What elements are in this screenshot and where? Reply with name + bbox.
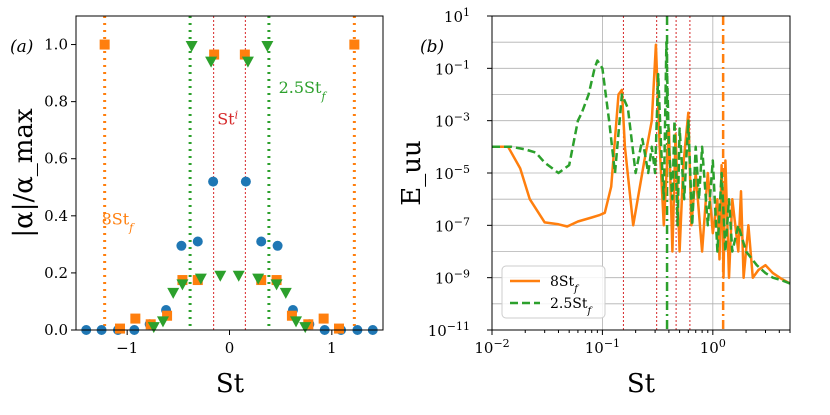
series-2-point xyxy=(156,316,169,328)
series-1-point xyxy=(192,275,203,286)
series-1-point xyxy=(130,313,141,324)
series-2-point xyxy=(270,279,283,291)
y-tick-label: 0.6 xyxy=(44,150,68,168)
y-tick-label: 10−7 xyxy=(435,215,470,236)
series-2-point xyxy=(185,40,198,52)
series-2-point xyxy=(167,287,180,299)
panel-a-annotations: 8Stf 2.5Stf Sti xyxy=(102,78,328,234)
series-0-point xyxy=(192,236,203,247)
legend-label-0: 8Stf xyxy=(550,274,580,295)
series-1-point xyxy=(333,323,344,334)
series-0-point xyxy=(208,176,219,187)
annotation-2: Sti xyxy=(217,108,238,128)
y-tick-label: 10−5 xyxy=(435,163,470,184)
panel-a-reference-lines xyxy=(103,16,356,330)
series-2-point xyxy=(232,270,245,282)
panel-b-label: (b) xyxy=(420,37,444,57)
series-2-point xyxy=(147,322,160,334)
y-tick-label: 1.0 xyxy=(44,36,68,54)
legend-label-1: 2.5Stf xyxy=(550,296,593,317)
legend-box xyxy=(501,265,606,319)
series-line-1 xyxy=(492,40,791,285)
x-tick-label: 100 xyxy=(700,337,726,358)
panel-a-label: (a) xyxy=(10,37,33,57)
series-1-point xyxy=(162,310,173,321)
y-tick-label: 0.2 xyxy=(44,264,68,282)
series-1-point xyxy=(115,323,126,334)
x-tick-label: 0 xyxy=(225,339,235,357)
series-2-point xyxy=(261,40,274,52)
panel-b-series-lines xyxy=(492,40,791,285)
series-0-point xyxy=(272,240,283,251)
annotation-1: 2.5Stf xyxy=(279,78,328,103)
series-2-point xyxy=(290,316,303,328)
y-tick-label: 10−9 xyxy=(435,267,470,288)
panel-a-x-axis-label: St xyxy=(216,369,245,399)
series-2-point xyxy=(252,273,265,285)
series-2-point xyxy=(194,273,207,285)
series-1-point xyxy=(349,39,360,50)
series-2-point xyxy=(241,56,254,68)
series-1-point xyxy=(239,49,250,60)
y-tick-label: 10−3 xyxy=(435,110,470,130)
panel-a-y-ticks: 0.0 0.2 0.4 0.6 0.8 1.0 xyxy=(44,36,76,339)
x-tick-label: 1 xyxy=(327,339,337,357)
series-2-point xyxy=(279,287,292,299)
series-2-point xyxy=(205,56,218,68)
panel-b-x-axis-label: St xyxy=(627,369,656,399)
series-2-point xyxy=(176,279,189,291)
series-2-point xyxy=(299,322,312,334)
panel-a-chart: −1 0 1 0.0 0.2 0.4 0.6 0.8 1.0 8Stf 2.5Stf Sti (a… xyxy=(9,15,384,399)
series-1-point xyxy=(99,39,110,50)
series-1-point xyxy=(318,313,329,324)
series-1-point xyxy=(286,310,297,321)
x-tick-label: −1 xyxy=(116,339,138,357)
x-tick-label: 10−2 xyxy=(474,337,509,358)
panel-a-x-ticks: −1 0 1 xyxy=(116,330,337,357)
series-line-0 xyxy=(492,43,791,285)
panel-b-y-axis-label: E_uu xyxy=(397,140,427,205)
series-2-point xyxy=(214,270,227,282)
panel-a-y-axis-label: |α|/α_max xyxy=(9,108,39,238)
y-tick-label: 10−11 xyxy=(428,320,470,341)
y-tick-label: 101 xyxy=(444,6,470,27)
series-0-point xyxy=(240,176,251,187)
panel-a-axes-frame xyxy=(75,15,384,331)
y-tick-label: 10−1 xyxy=(435,58,470,79)
panel-b-chart: 10−2 10−1 100 10−11 10−9 10−7 10−5 10−3 10−1 101… xyxy=(397,6,791,399)
annotation-0: 8Stf xyxy=(102,209,136,234)
x-tick-label: 10−1 xyxy=(585,337,620,358)
series-1-point xyxy=(209,49,220,60)
y-tick-label: 0.4 xyxy=(44,207,68,225)
series-1-point xyxy=(256,275,267,286)
y-tick-label: 0.8 xyxy=(44,93,68,111)
series-0-point xyxy=(256,236,267,247)
y-tick-label: 0.0 xyxy=(44,321,68,339)
panel-a-markers xyxy=(81,39,378,335)
series-0-point xyxy=(176,240,187,251)
panel-b-x-ticks: 10−2 10−1 100 xyxy=(474,330,791,358)
